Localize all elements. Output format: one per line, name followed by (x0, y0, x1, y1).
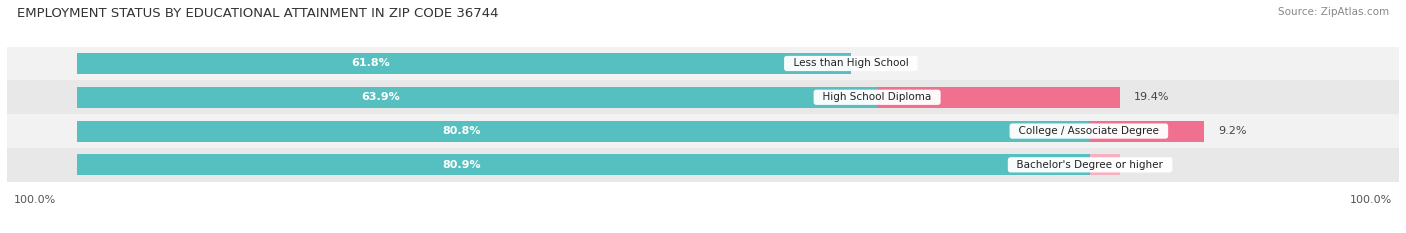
Text: 100.0%: 100.0% (14, 195, 56, 205)
Bar (877, 87, 1121, 108)
Bar (77, 53, 851, 74)
Text: Less than High School: Less than High School (787, 58, 915, 69)
Text: 80.9%: 80.9% (443, 160, 481, 170)
Text: EMPLOYMENT STATUS BY EDUCATIONAL ATTAINMENT IN ZIP CODE 36744: EMPLOYMENT STATUS BY EDUCATIONAL ATTAINM… (17, 7, 498, 20)
Text: 0.0%: 0.0% (865, 58, 893, 69)
Bar (1088, 121, 1204, 141)
Bar (7, 47, 1399, 80)
Text: Bachelor's Degree or higher: Bachelor's Degree or higher (1011, 160, 1170, 170)
Text: Source: ZipAtlas.com: Source: ZipAtlas.com (1278, 7, 1389, 17)
Text: 2.4%: 2.4% (1135, 160, 1163, 170)
Bar (1090, 154, 1121, 175)
Text: High School Diploma: High School Diploma (817, 92, 938, 102)
Bar (77, 121, 1088, 141)
Bar (7, 80, 1399, 114)
Text: College / Associate Degree: College / Associate Degree (1012, 126, 1166, 136)
Text: 100.0%: 100.0% (1350, 195, 1392, 205)
Bar (7, 114, 1399, 148)
Text: 9.2%: 9.2% (1218, 126, 1247, 136)
Bar (77, 154, 1090, 175)
Text: 80.8%: 80.8% (441, 126, 481, 136)
Bar (77, 87, 877, 108)
Bar (7, 148, 1399, 182)
Text: 19.4%: 19.4% (1135, 92, 1170, 102)
Text: 61.8%: 61.8% (352, 58, 391, 69)
Text: 63.9%: 63.9% (361, 92, 401, 102)
